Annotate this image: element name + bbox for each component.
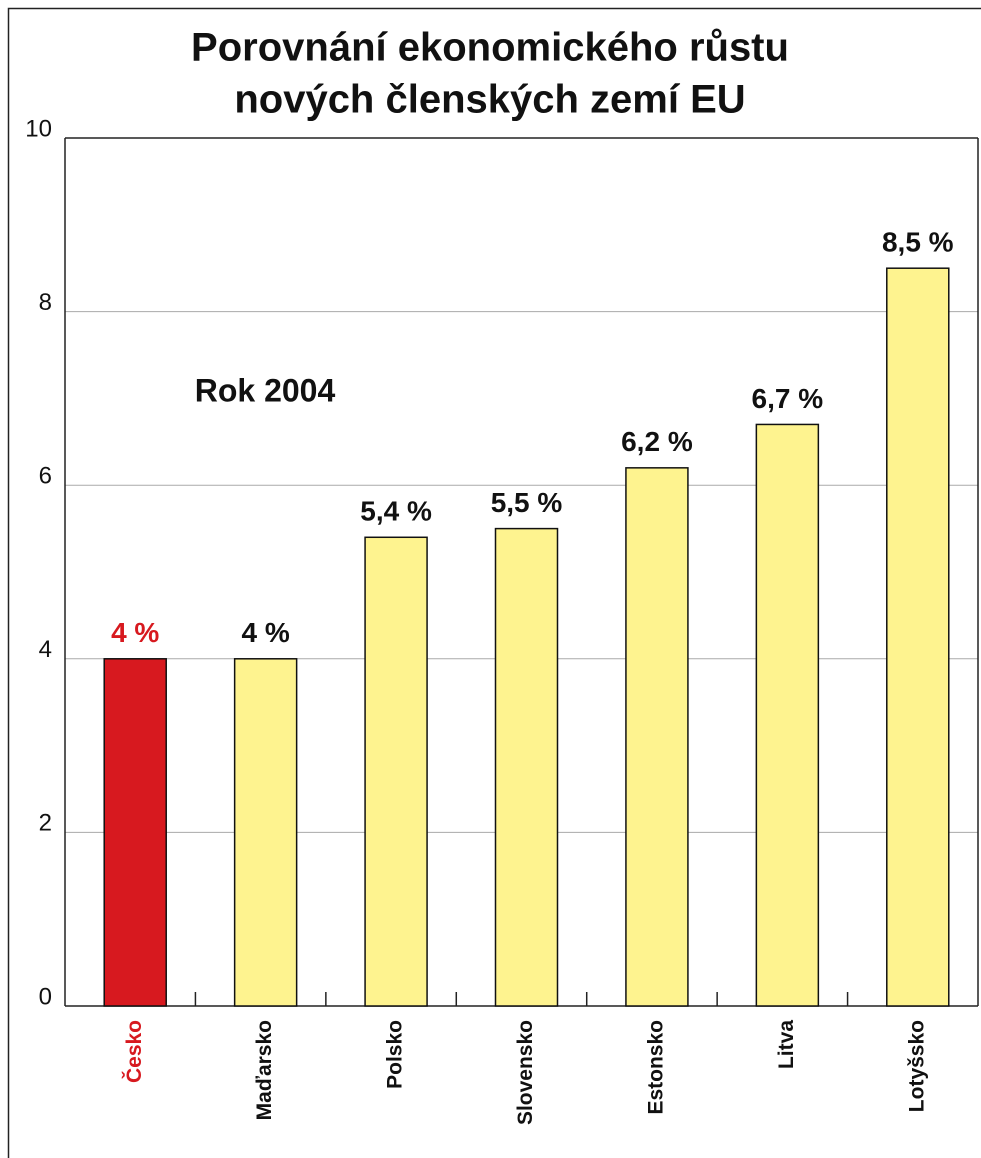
value-label: 6,7 % (752, 383, 824, 414)
chart-title: nových členských zemí EU (234, 78, 745, 122)
bar (233, 658, 298, 1007)
value-label: 5,4 % (360, 496, 432, 527)
annotation: Rok 2004 (195, 372, 336, 408)
x-tick-label: Slovensko (514, 1020, 537, 1125)
x-tick-label: Lotyšsko (905, 1020, 928, 1112)
y-tick-label: 0 (39, 983, 52, 1010)
y-tick-label: 8 (39, 289, 52, 316)
value-label: 8,5 % (882, 227, 954, 258)
value-label: 6,2 % (621, 426, 693, 457)
y-tick-label: 10 (25, 115, 52, 142)
bar (494, 527, 559, 1007)
bar (625, 467, 689, 1007)
value-label: 5,5 % (491, 487, 563, 518)
bar (364, 536, 428, 1007)
frame (7, 7, 981, 1158)
y-tick-label: 2 (39, 810, 52, 837)
x-tick-label: Česko (122, 1020, 146, 1083)
bar (755, 423, 820, 1007)
x-tick-label: Polsko (384, 1020, 407, 1089)
bar (886, 267, 950, 1007)
value-label: 4 % (111, 617, 159, 648)
y-tick-label: 4 (39, 636, 52, 663)
x-tick-label: Estonsko (644, 1020, 667, 1115)
chart-title: Porovnání ekonomického růstu (191, 26, 789, 70)
value-label: 4 % (242, 617, 290, 648)
bar (103, 658, 167, 1007)
x-tick-label: Litva (775, 1020, 798, 1069)
x-tick-label: Maďarsko (253, 1020, 276, 1120)
y-tick-label: 6 (39, 463, 52, 490)
